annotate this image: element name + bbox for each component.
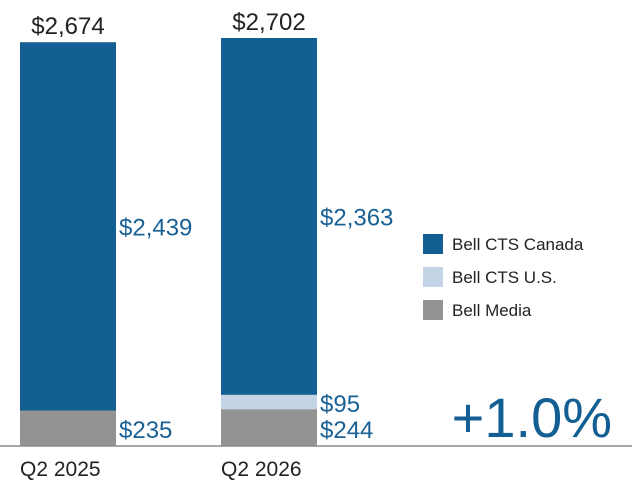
total-label-q2-2026: $2,702 xyxy=(232,9,305,36)
legend-label-bell-cts-u-s: Bell CTS U.S. xyxy=(452,268,557,287)
labels-group: $2,674 Q2 2025 $235 $2,439 $2,702 Q2 2026 $244… xyxy=(20,9,393,481)
bar-bell-cts-canada-q2-2026 xyxy=(221,38,317,395)
value-label-bell-media-q2-2025: $235 xyxy=(119,417,172,444)
legend: Bell CTS Canada Bell CTS U.S. Bell Media xyxy=(423,234,584,320)
category-label-q2-2026: Q2 2026 xyxy=(221,458,302,481)
legend-label-bell-cts-canada: Bell CTS Canada xyxy=(452,235,584,254)
bars-group xyxy=(20,38,317,446)
value-label-bell-cts-canada-q2-2026: $2,363 xyxy=(320,204,393,231)
bar-bell-media-q2-2026 xyxy=(221,409,317,446)
bar-bell-media-q2-2025 xyxy=(20,410,116,446)
legend-swatch-bell-media xyxy=(423,300,443,320)
value-label-bell-media-q2-2026: $244 xyxy=(320,417,373,444)
total-label-q2-2025: $2,674 xyxy=(31,13,104,40)
category-label-q2-2025: Q2 2025 xyxy=(20,458,101,481)
legend-swatch-bell-cts-canada xyxy=(423,234,443,254)
legend-swatch-bell-cts-u-s xyxy=(423,267,443,287)
value-label-bell-cts-canada-q2-2025: $2,439 xyxy=(119,214,192,241)
bar-bell-cts-u-s-q2-2026 xyxy=(221,394,317,410)
change-label: +1.0% xyxy=(452,386,612,449)
bar-bell-cts-canada-q2-2025 xyxy=(20,42,116,411)
value-label-bell-cts-u-s-q2-2026: $95 xyxy=(320,391,360,418)
legend-label-bell-media: Bell Media xyxy=(452,301,532,320)
